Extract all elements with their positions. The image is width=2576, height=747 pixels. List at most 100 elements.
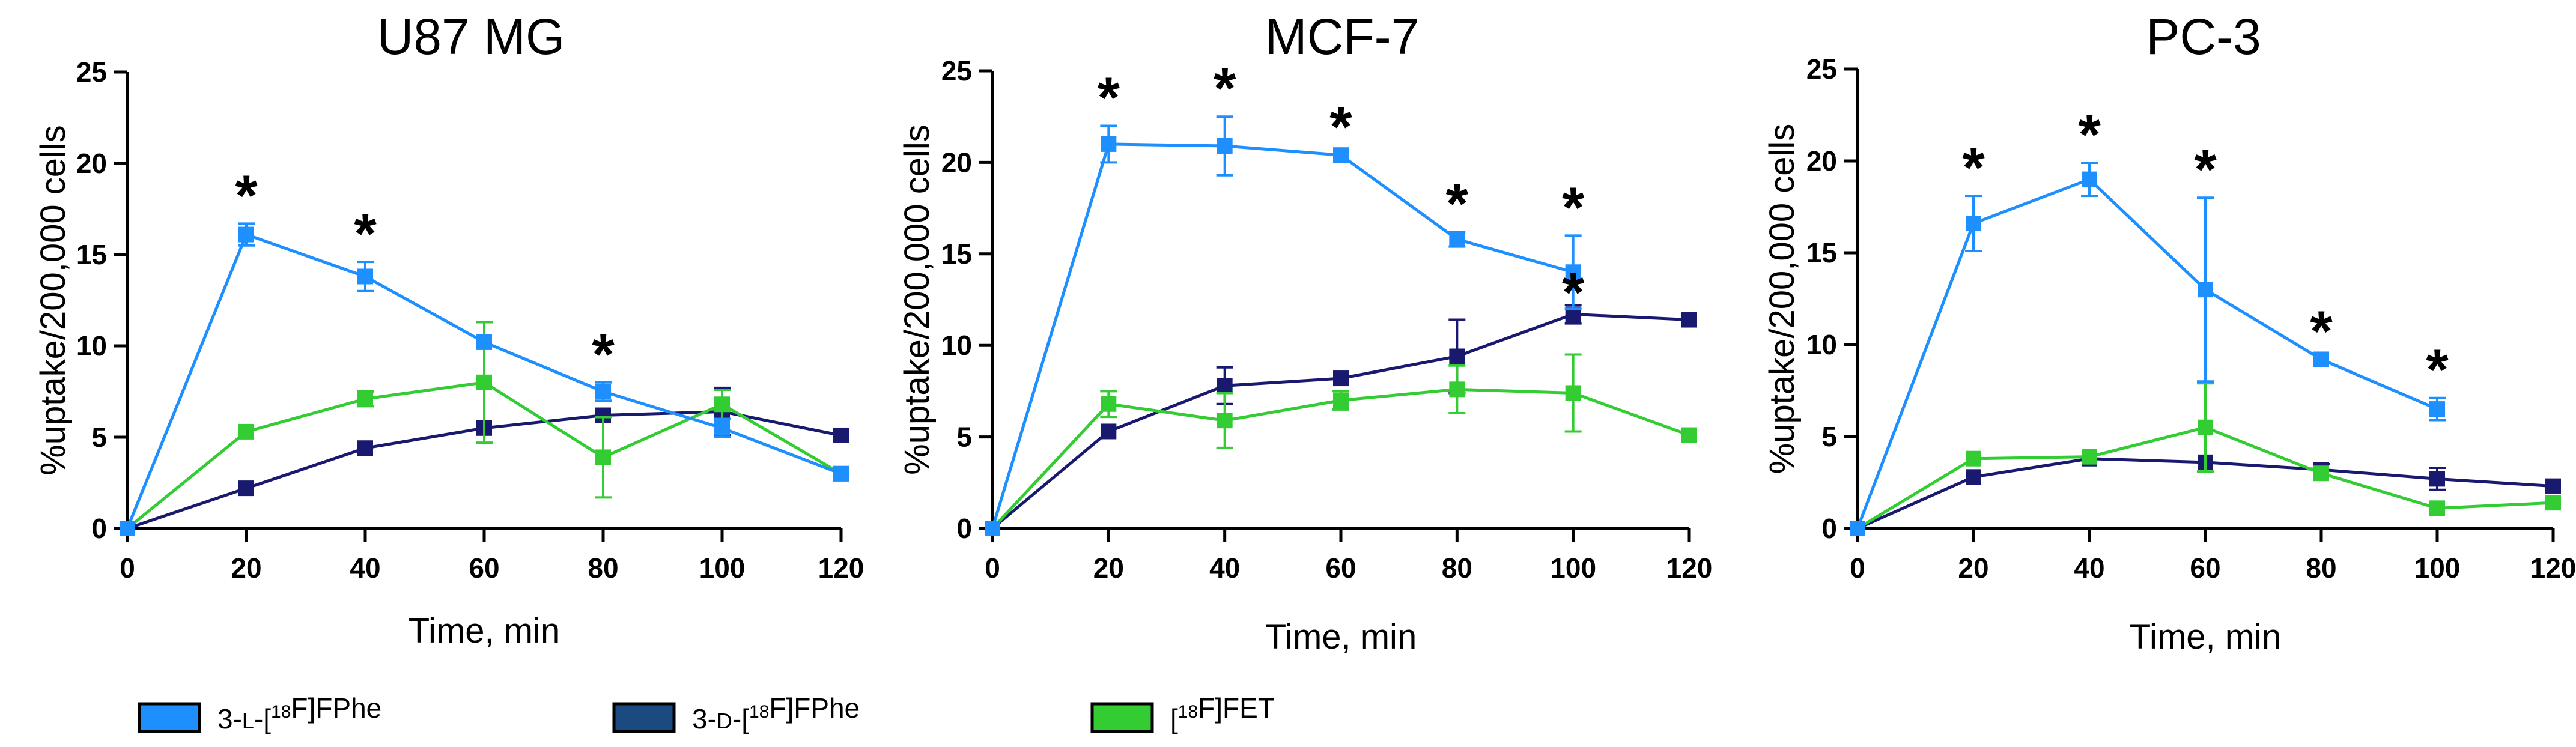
- x-tick-label: 0: [120, 552, 135, 584]
- x-tick-label: 20: [1093, 552, 1124, 584]
- data-point: [985, 521, 1000, 536]
- data-point: [2198, 419, 2213, 435]
- y-tick-label: 10: [941, 330, 972, 361]
- data-point: [357, 391, 373, 407]
- significance-star: *: [1562, 261, 1585, 325]
- y-tick-label: 15: [941, 238, 972, 270]
- significance-star: *: [2078, 103, 2101, 167]
- y-tick-label: 0: [956, 513, 972, 544]
- data-point: [1966, 450, 1981, 467]
- y-tick-label: 25: [76, 56, 107, 88]
- x-tick-label: 100: [699, 552, 746, 584]
- x-tick-label: 0: [1850, 552, 1865, 584]
- data-point: [1565, 385, 1581, 401]
- x-axis-label: Time, min: [409, 611, 560, 650]
- data-point: [2313, 465, 2329, 482]
- series-l-fphe: [120, 222, 849, 536]
- y-axis-label: %uptake/200,000 cells: [898, 124, 937, 475]
- chart-title: MCF-7: [1265, 8, 1420, 65]
- data-point: [2082, 171, 2097, 187]
- y-tick-label: 10: [76, 330, 107, 361]
- data-point: [714, 396, 730, 413]
- significance-star: *: [1562, 175, 1585, 240]
- y-tick-label: 20: [941, 147, 972, 178]
- data-point: [1850, 521, 1865, 536]
- significance-star: *: [1214, 56, 1236, 121]
- x-tick-label: 40: [2074, 552, 2104, 584]
- data-point: [1565, 264, 1581, 280]
- significance-star: *: [2310, 299, 2333, 363]
- series-d-fphe: [985, 304, 1697, 536]
- data-point: [238, 480, 254, 497]
- x-tick-label: 20: [1958, 552, 1988, 584]
- x-axis-label: Time, min: [2130, 617, 2281, 656]
- chart-title: U87 MG: [377, 8, 565, 65]
- significance-star: *: [1098, 65, 1120, 130]
- data-point: [2545, 478, 2561, 494]
- data-point: [238, 423, 254, 440]
- legend-item-2: 3-D-[18F]FPhe: [612, 692, 860, 734]
- data-point: [1101, 423, 1117, 440]
- legend-swatch: [138, 702, 201, 733]
- series-l-fphe: [985, 115, 1582, 536]
- significance-star: *: [592, 322, 615, 387]
- data-point: [2313, 351, 2329, 367]
- significance-star: *: [2194, 138, 2217, 202]
- data-point: [1217, 413, 1233, 429]
- x-tick-label: 20: [231, 552, 261, 584]
- data-point: [1966, 216, 1981, 232]
- data-point: [595, 384, 611, 399]
- y-tick-label: 20: [1806, 145, 1837, 177]
- significance-star: *: [354, 202, 377, 266]
- data-point: [1966, 469, 1981, 485]
- data-point: [2429, 471, 2445, 487]
- data-point: [2082, 449, 2097, 465]
- x-tick-label: 100: [2414, 552, 2461, 584]
- data-point: [1449, 381, 1465, 398]
- data-point: [595, 449, 611, 465]
- data-point: [2198, 282, 2213, 298]
- y-tick-label: 15: [1806, 237, 1837, 268]
- series-line: [991, 142, 1574, 529]
- y-tick-label: 5: [956, 422, 972, 453]
- legend-swatch: [1090, 702, 1154, 733]
- x-tick-label: 120: [2530, 552, 2576, 584]
- y-tick-label: 20: [76, 148, 107, 179]
- y-axis-label: %uptake/200,000 cells: [34, 125, 73, 476]
- data-point: [1333, 392, 1349, 408]
- data-point: [476, 334, 492, 350]
- data-point: [1449, 348, 1465, 364]
- data-point: [833, 465, 849, 482]
- significance-star: *: [2426, 338, 2449, 402]
- x-tick-label: 60: [469, 552, 499, 584]
- x-tick-label: 100: [1550, 552, 1596, 584]
- legend-item-1: 3-L-[18F]FPhe: [138, 692, 381, 734]
- chart-panel-2: MCF-7 %uptake/200,000 cells Time, min 0 5 10 1…: [898, 8, 1712, 656]
- x-tick-label: 120: [818, 552, 864, 584]
- data-point: [1333, 147, 1349, 163]
- legend-label: 3-D-[18F]FPhe: [692, 692, 860, 734]
- series-l-fphe: [1850, 162, 2446, 536]
- chart-title: PC-3: [2146, 8, 2261, 65]
- x-tick-label: 60: [2190, 552, 2220, 584]
- significance-star: *: [1962, 136, 1985, 200]
- legend: 3-L-[18F]FPhe 3-D-[18F]FPhe [18F]FET: [138, 692, 1275, 734]
- x-tick-label: 80: [1442, 552, 1472, 584]
- chart-panel-3: PC-3 %uptake/200,000 cells Time, min 0 5 10 15…: [1763, 8, 2576, 656]
- data-point: [1217, 378, 1233, 394]
- y-tick-label: 0: [1821, 513, 1837, 544]
- legend-label: [18F]FET: [1170, 692, 1275, 734]
- chart-panel-1: U87 MG %uptake/200,000 cells Time, min 0 5 10…: [34, 8, 864, 650]
- series-line: [991, 312, 1690, 530]
- legend-label: 3-L-[18F]FPhe: [217, 692, 381, 734]
- chart-panels: U87 MG %uptake/200,000 cells Time, min 0 5 10…: [34, 8, 2576, 656]
- y-tick-label: 5: [1821, 421, 1837, 452]
- x-tick-label: 60: [1325, 552, 1356, 584]
- data-point: [714, 420, 730, 436]
- data-point: [1333, 370, 1349, 387]
- data-point: [1449, 231, 1465, 247]
- legend-swatch: [612, 702, 676, 733]
- y-tick-label: 5: [91, 422, 107, 453]
- x-tick-label: 80: [588, 552, 618, 584]
- x-axis-label: Time, min: [1265, 617, 1417, 656]
